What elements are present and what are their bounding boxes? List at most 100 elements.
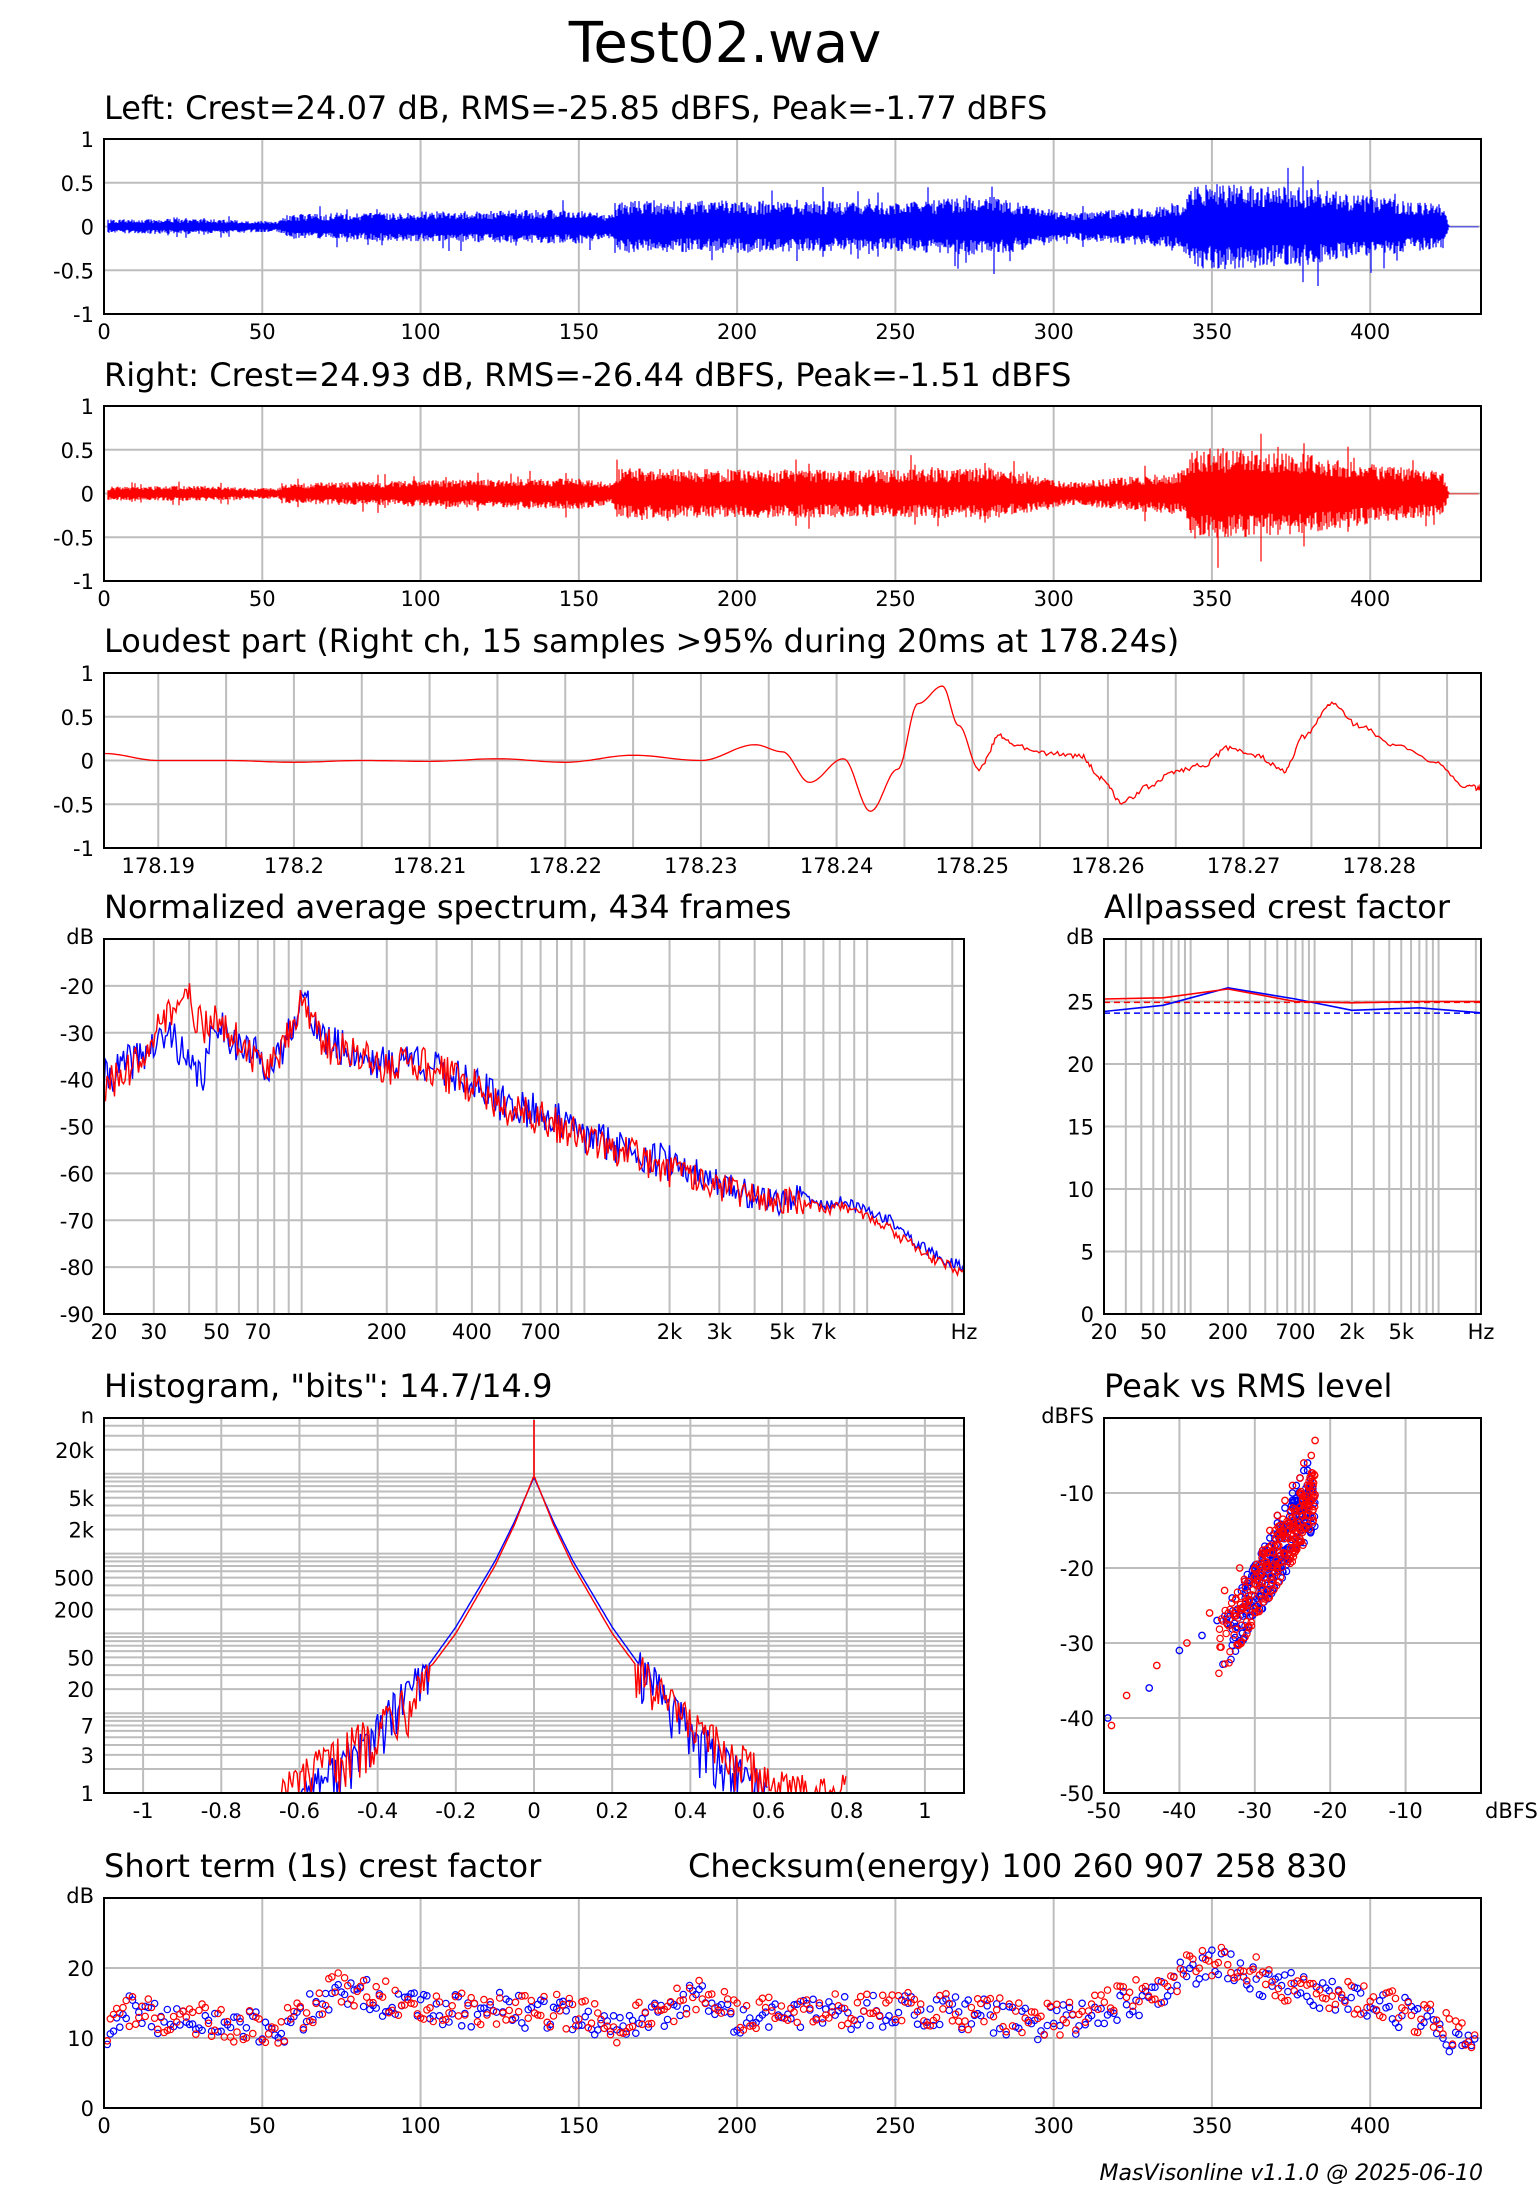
short-term-crest-point xyxy=(1100,1998,1109,2007)
left-waveform-y-tick-label: -0.5 xyxy=(53,259,94,283)
short-term-crest-point xyxy=(324,2006,333,2014)
left-waveform-title: Left: Crest=24.07 dB, RMS=-25.85 dBFS, P… xyxy=(104,89,1047,127)
peak-vs-rms-point xyxy=(1307,1451,1316,1460)
short-term-crest-point xyxy=(1246,1985,1254,1993)
peak-vs-rms-point xyxy=(1145,1684,1154,1692)
right-waveform-x-tick-labels: 0 50 100 150 200 250 300 350 400 xyxy=(97,587,1390,611)
peak-vs-rms-point xyxy=(1290,1549,1298,1558)
short-term-crest-point xyxy=(1432,2016,1441,2025)
short-term-crest-point xyxy=(432,1992,441,2001)
left-waveform-x-tick-label: 50 xyxy=(249,320,276,344)
peak-vs-rms-point xyxy=(1255,1561,1263,1570)
short-term-crest-point xyxy=(669,2017,678,2026)
peak-vs-rms-point xyxy=(1216,1634,1224,1643)
histogram-title: Histogram, "bits": 14.7/14.9 xyxy=(104,1367,552,1405)
short-term-crest-x-tick-label: 150 xyxy=(559,2114,599,2138)
short-term-crest-point xyxy=(1056,2031,1064,2039)
short-term-crest-point xyxy=(350,2002,358,2010)
left-waveform-y-tick-label: 1 xyxy=(81,128,94,152)
peak-vs-rms-y-tick-labels: -10 -20 -30 -40 -50 xyxy=(1060,1482,1094,1806)
peak-vs-rms-x-tick-label: -30 xyxy=(1238,1799,1272,1823)
short-term-crest-point xyxy=(476,2004,485,2013)
loudest-part-x-tick-label: 178.21 xyxy=(393,854,466,878)
histogram-y-tick-label: 5k xyxy=(68,1487,94,1511)
short-term-crest-point xyxy=(192,2030,200,2039)
short-term-crest-point xyxy=(676,1997,684,2005)
peak-vs-rms-point xyxy=(1107,1721,1116,1730)
peak-vs-rms-point xyxy=(1235,1564,1244,1572)
peak-vs-rms-point xyxy=(1289,1531,1298,1540)
short-term-crest-point xyxy=(261,2038,270,2047)
short-term-crest-point xyxy=(527,1996,536,2005)
peak-vs-rms-point xyxy=(1299,1466,1308,1475)
short-term-crest-point xyxy=(1410,2028,1419,2036)
short-term-crest-point xyxy=(1230,1974,1238,1982)
short-term-crest-point xyxy=(467,2023,476,2031)
short-term-crest-point xyxy=(467,1993,476,2002)
peak-vs-rms-point xyxy=(1302,1497,1310,1506)
average-spectrum-x-tick-label: 20 xyxy=(91,1320,118,1344)
histogram-x-tick-label: 0.4 xyxy=(674,1799,707,1823)
short-term-crest-point xyxy=(939,2005,947,2013)
allpassed-crest-x-tick-label: 50 xyxy=(1140,1320,1167,1344)
short-term-crest-point xyxy=(1122,2000,1131,2009)
short-term-crest-point xyxy=(552,1990,561,1999)
short-term-crest-point xyxy=(657,2006,665,2015)
short-term-crest-title: Short term (1s) crest factor xyxy=(104,1847,542,1885)
short-term-crest-point xyxy=(230,2038,238,2046)
short-term-crest-point xyxy=(995,1994,1004,2002)
short-term-crest-x-tick-label: 0 xyxy=(97,2114,110,2138)
peak-vs-rms-point xyxy=(1309,1506,1317,1515)
short-term-crest-point xyxy=(980,2017,988,2026)
short-term-crest-point xyxy=(340,1990,349,1999)
average-spectrum-y-tick-label: -50 xyxy=(60,1116,94,1140)
peak-vs-rms-point xyxy=(1311,1436,1319,1445)
peak-vs-rms-point xyxy=(1268,1576,1276,1585)
peak-vs-rms-point xyxy=(1221,1606,1230,1615)
short-term-crest-point xyxy=(442,2015,450,2024)
short-term-crest-point xyxy=(217,2005,225,2014)
short-term-crest-point xyxy=(1274,1984,1283,1993)
short-term-crest-point xyxy=(280,2037,289,2045)
average-spectrum-x-tick-label: 3k xyxy=(707,1320,733,1344)
short-term-crest-point xyxy=(1347,1993,1356,2002)
short-term-crest-point xyxy=(283,2003,292,2012)
allpassed-crest-y-tick-label: 25 xyxy=(1067,991,1094,1015)
short-term-crest-point xyxy=(685,1981,694,1990)
histogram-x-tick-labels: -1 -0.8 -0.6 -0.4 -0.2 0 0.2 0.4 0.6 0.8 1 xyxy=(133,1799,932,1823)
short-term-crest-point xyxy=(1154,1977,1162,1985)
short-term-crest-point xyxy=(761,2003,770,2012)
short-term-crest-x-tick-label: 100 xyxy=(401,2114,441,2138)
short-term-crest-point xyxy=(1417,2015,1425,2024)
short-term-crest-point xyxy=(141,2012,150,2021)
page-title: Test02.wav xyxy=(568,11,882,76)
short-term-crest-point xyxy=(195,2006,203,2015)
footer-version: MasVisonline v1.1.0 @ 2025-06-10 xyxy=(1100,2161,1484,2186)
peak-vs-rms-point xyxy=(1231,1606,1240,1615)
allpassed-crest-x-tick-labels: 20 50 200 700 2k 5k Hz xyxy=(1091,1320,1495,1344)
short-term-crest-point xyxy=(1030,2008,1039,2017)
short-term-crest-point xyxy=(362,1993,371,2001)
left-waveform-y-tick-label: 0 xyxy=(81,216,94,240)
short-term-crest-point xyxy=(426,2004,434,2012)
short-term-crest-point xyxy=(1236,1966,1245,1975)
short-term-crest-point xyxy=(1014,1999,1023,2007)
short-term-crest-point xyxy=(707,1990,716,1998)
average-spectrum-x-tick-label: 5k xyxy=(769,1320,795,1344)
short-term-crest-point xyxy=(1065,2003,1074,2012)
histogram-x-tick-label: 0.6 xyxy=(752,1799,785,1823)
short-term-crest-point xyxy=(616,2013,624,2022)
short-term-crest-x-tick-label: 300 xyxy=(1034,2114,1074,2138)
short-term-crest-point xyxy=(486,2001,495,2009)
short-term-crest-point xyxy=(1322,1994,1330,2003)
short-term-crest-point xyxy=(679,1996,688,2004)
short-term-crest-point xyxy=(1224,1974,1232,1983)
short-term-crest-point xyxy=(286,2018,295,2027)
short-term-crest-point xyxy=(211,2009,219,2018)
short-term-crest-point xyxy=(1249,1965,1257,1974)
short-term-crest-point xyxy=(540,1997,548,2006)
peak-vs-rms-point xyxy=(1250,1579,1259,1588)
right-waveform-x-tick-label: 300 xyxy=(1034,587,1074,611)
short-term-crest-point xyxy=(1350,2010,1359,2018)
